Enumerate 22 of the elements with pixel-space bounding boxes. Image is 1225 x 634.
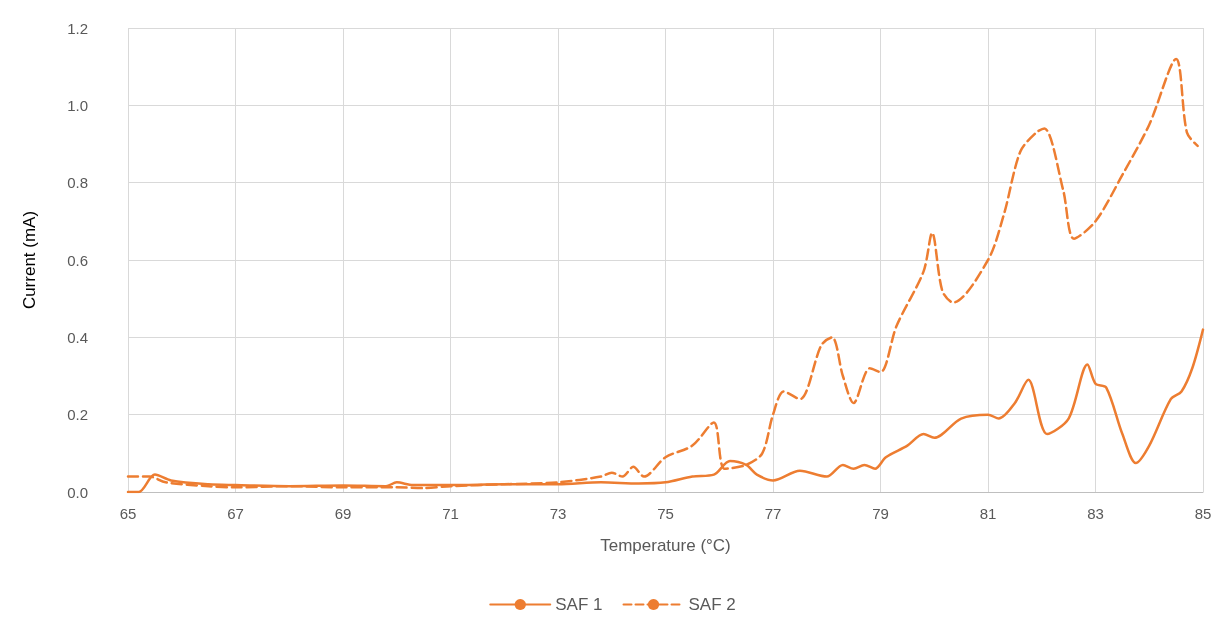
x-tick-label: 77 <box>764 505 782 522</box>
y-tick-label: 1.2 <box>67 19 88 37</box>
y-tick-label: 0.4 <box>67 328 88 346</box>
legend-label: SAF 2 <box>688 595 736 614</box>
x-tick-label: 83 <box>1087 505 1104 522</box>
y-tick-label: 0.8 <box>67 174 88 192</box>
x-tick-label: 73 <box>549 505 567 522</box>
x-tick-label: 85 <box>1194 505 1212 522</box>
x-tick-label: 65 <box>119 505 137 522</box>
x-axis-title: Temperature (°C) <box>600 536 731 555</box>
y-tick-label: 0.0 <box>67 483 88 501</box>
x-tick-label: 75 <box>657 505 674 522</box>
y-axis-title: Current (mA) <box>20 210 39 310</box>
x-tick-label: 71 <box>442 505 459 522</box>
y-tick-label: 0.2 <box>67 406 88 424</box>
legend-label: SAF 1 <box>555 595 603 614</box>
x-tick-label: 81 <box>979 505 997 522</box>
y-tick-label: 0.6 <box>67 251 88 269</box>
x-tick-label: 67 <box>227 505 244 522</box>
y-tick-label: 1.0 <box>67 96 88 114</box>
x-tick-label: 69 <box>334 505 352 522</box>
x-tick-label: 79 <box>872 505 889 522</box>
